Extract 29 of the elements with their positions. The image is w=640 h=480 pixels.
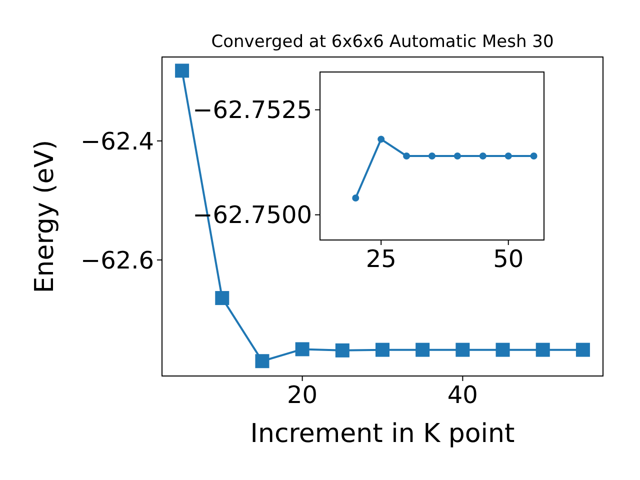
point <box>536 342 550 357</box>
point <box>335 343 350 358</box>
point <box>479 152 486 160</box>
point <box>403 152 410 160</box>
point <box>175 64 190 78</box>
point <box>428 152 436 160</box>
point <box>504 152 512 160</box>
y-tick-label: −62.6 <box>80 246 154 274</box>
x-tick-label: 25 <box>366 245 396 274</box>
x-tick-label: 20 <box>287 381 318 410</box>
x-tick-label: 40 <box>447 381 478 410</box>
y-tick-label: −62.4 <box>80 127 154 156</box>
point <box>530 152 538 160</box>
point <box>378 136 385 143</box>
point <box>496 342 510 357</box>
point <box>454 152 461 160</box>
point <box>215 291 230 306</box>
point <box>576 342 590 357</box>
point <box>255 354 270 368</box>
x-tick-label: 50 <box>493 245 524 274</box>
point <box>416 342 430 357</box>
x-axis-title: Increment in K point <box>250 419 515 449</box>
point <box>376 342 390 357</box>
point <box>352 194 360 202</box>
point <box>456 342 470 357</box>
chart-title: Converged at 6x6x6 Automatic Mesh 30 <box>211 32 554 52</box>
point <box>295 342 310 356</box>
y-axis-title: Energy (eV) <box>30 140 60 294</box>
y-tick-label: −62.7525 <box>192 96 312 124</box>
